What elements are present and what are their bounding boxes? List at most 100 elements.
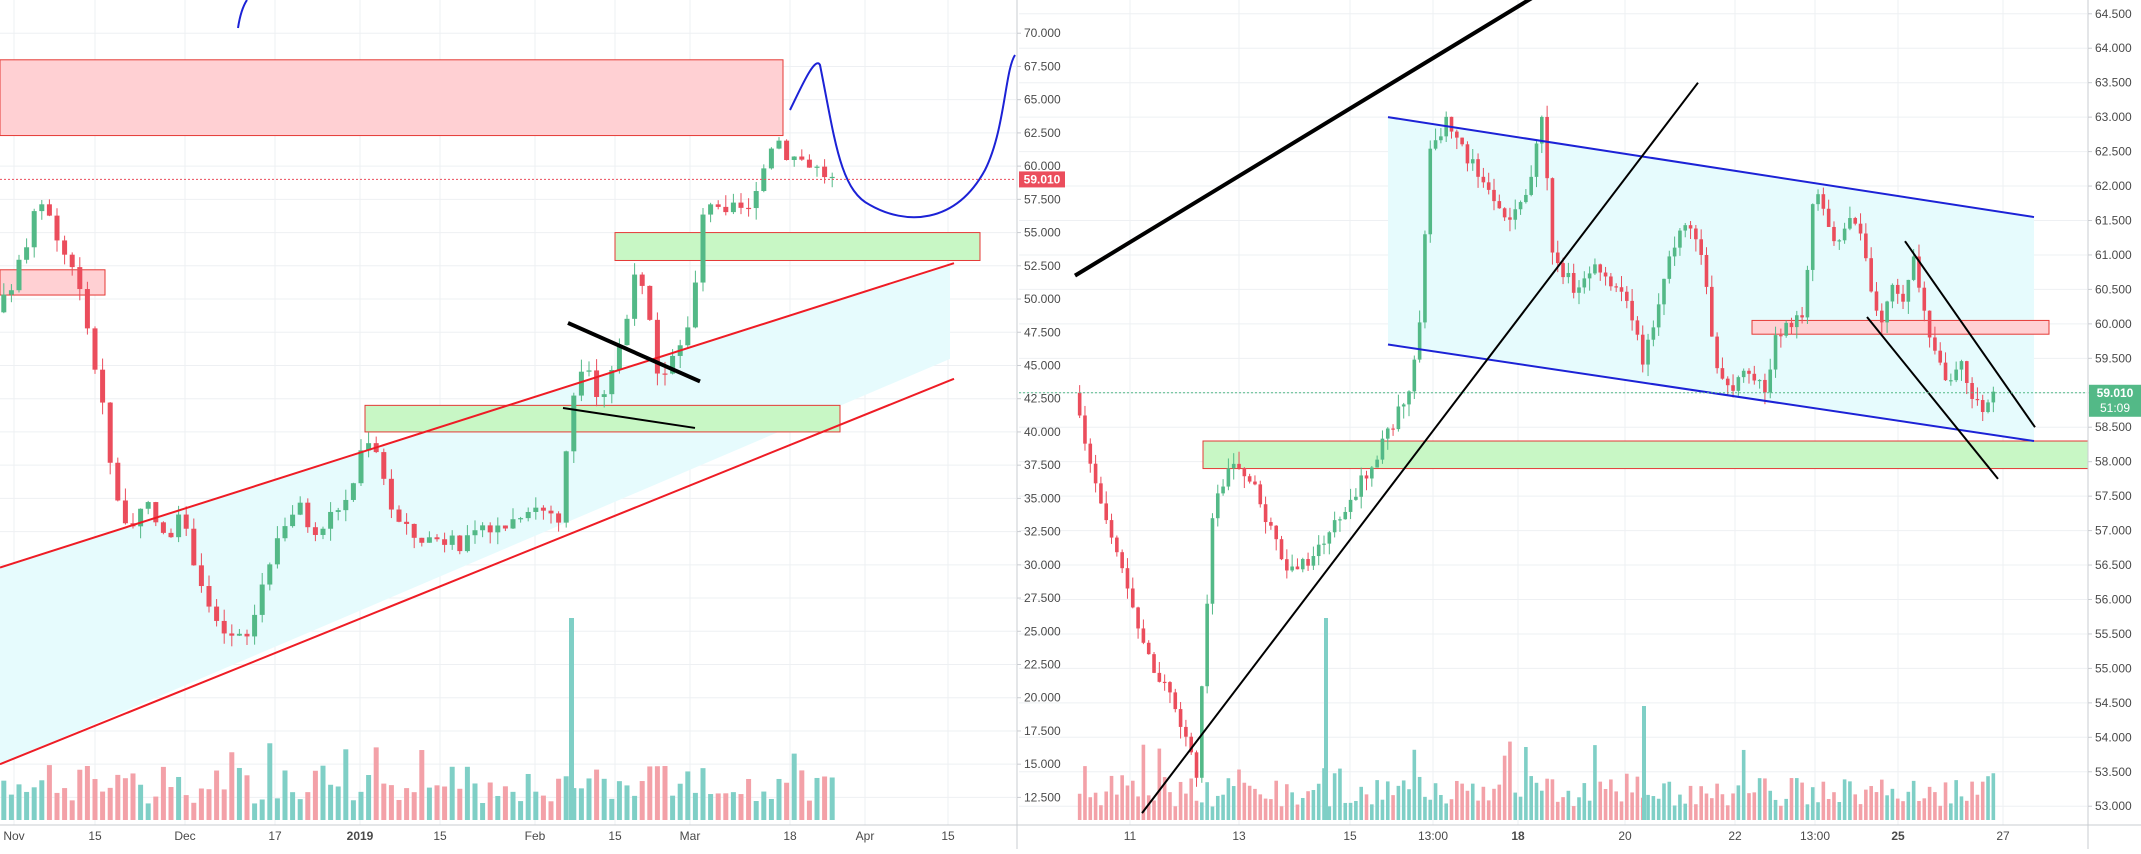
candle-body xyxy=(1943,362,1948,381)
volume-bar xyxy=(1470,783,1475,820)
candle-body xyxy=(1242,468,1247,477)
candle-body xyxy=(1524,194,1528,203)
volume-bar xyxy=(1895,798,1900,820)
candle-body xyxy=(563,451,569,523)
volume-bar xyxy=(1253,788,1257,820)
volume-bar xyxy=(723,793,729,820)
price-axis-label: 56.500 xyxy=(2095,558,2132,572)
volume-bar xyxy=(609,798,615,820)
volume-bar xyxy=(1609,779,1613,820)
volume-bar xyxy=(1773,799,1778,820)
volume-bar xyxy=(1540,790,1544,820)
volume-bar xyxy=(563,776,569,820)
candle-body xyxy=(1662,278,1666,305)
volume-bar xyxy=(168,787,174,820)
candle-body xyxy=(168,532,174,538)
candle-body xyxy=(1826,208,1831,227)
time-axis-label: 18 xyxy=(783,829,797,843)
price-axis-label: 53.500 xyxy=(2095,765,2132,779)
volume-bar xyxy=(654,766,660,820)
volume-bar xyxy=(510,791,516,820)
volume-bar xyxy=(1194,800,1199,820)
volume-bar xyxy=(1189,778,1194,820)
volume-bar xyxy=(495,795,501,820)
volume-bar xyxy=(525,773,531,820)
candle-body xyxy=(1290,566,1294,571)
volume-bar xyxy=(252,803,258,820)
countdown-label: 51:09 xyxy=(2100,401,2130,415)
volume-bar xyxy=(282,770,288,820)
candle-body xyxy=(487,525,493,533)
volume-bar xyxy=(639,781,645,820)
volume-bar xyxy=(829,777,835,820)
volume-bar xyxy=(1412,749,1417,820)
candle-body xyxy=(267,564,273,585)
volume-bar xyxy=(305,792,311,820)
candle-body xyxy=(358,450,364,484)
candle-body xyxy=(1173,692,1178,710)
price-axis-label: 62.500 xyxy=(1024,126,1061,140)
volume-bar xyxy=(1385,781,1390,820)
candle-body xyxy=(518,518,524,520)
support-zone-upper xyxy=(614,232,981,261)
volume-bar xyxy=(1518,796,1523,820)
volume-bar xyxy=(24,791,30,820)
volume-bar xyxy=(1879,779,1884,820)
trend-line-rising xyxy=(1141,82,1699,814)
price-axis-label: 58.000 xyxy=(2095,455,2132,469)
volume-bar xyxy=(1662,783,1666,820)
volume-bar xyxy=(1290,792,1294,820)
volume-bar xyxy=(616,781,622,820)
price-axis-label: 61.000 xyxy=(2095,248,2132,262)
candle-body xyxy=(1741,370,1746,378)
candle-body xyxy=(1146,642,1151,655)
volume-bar xyxy=(1725,805,1730,820)
candle-body xyxy=(1540,116,1544,144)
volume-bar xyxy=(426,787,432,820)
volume-bar xyxy=(1688,785,1693,820)
volume-bar xyxy=(1269,799,1273,820)
volume-bar xyxy=(1901,801,1905,820)
price-axis-label: 37.500 xyxy=(1024,458,1061,472)
candle-body xyxy=(1874,291,1879,311)
volume-bar xyxy=(1077,793,1082,820)
volume-bar xyxy=(1927,786,1932,820)
candle-body xyxy=(1099,483,1103,504)
candle-body xyxy=(1120,552,1124,569)
volume-bar xyxy=(297,799,303,820)
volume-bar xyxy=(1715,783,1719,820)
volume-bar xyxy=(1683,803,1688,820)
volume-bar xyxy=(1656,798,1661,820)
volume-bar xyxy=(39,780,45,820)
candle-body xyxy=(1300,559,1305,570)
volume-bar xyxy=(1646,794,1650,820)
candle-body xyxy=(1412,359,1417,392)
volume-bar xyxy=(229,752,235,820)
volume-bar xyxy=(411,792,417,820)
candle-body xyxy=(1646,339,1650,365)
candle-body xyxy=(1747,370,1751,374)
volume-bar xyxy=(685,771,691,820)
volume-bar xyxy=(1417,776,1422,820)
price-axis-label: 47.500 xyxy=(1024,325,1061,339)
volume-bar xyxy=(1502,755,1507,820)
candle-body xyxy=(1571,272,1576,293)
volume-bar xyxy=(1152,800,1156,820)
candle-body xyxy=(1237,463,1241,469)
candle-body xyxy=(350,483,356,500)
volume-bars-right xyxy=(1077,741,1996,820)
volume-bar xyxy=(1529,776,1533,820)
volume-bar xyxy=(1513,792,1518,820)
candle-body xyxy=(100,369,106,403)
candle-body xyxy=(388,478,394,510)
volume-bar xyxy=(46,765,52,820)
candle-body xyxy=(1640,334,1645,365)
time-axis-label: Dec xyxy=(174,829,195,843)
candle-body xyxy=(464,535,470,552)
time-axis-label: 15 xyxy=(88,829,102,843)
candle-body xyxy=(1285,559,1289,571)
volume-bar xyxy=(1200,802,1204,820)
volume-bar xyxy=(1768,790,1773,820)
candle-body xyxy=(1810,204,1815,270)
